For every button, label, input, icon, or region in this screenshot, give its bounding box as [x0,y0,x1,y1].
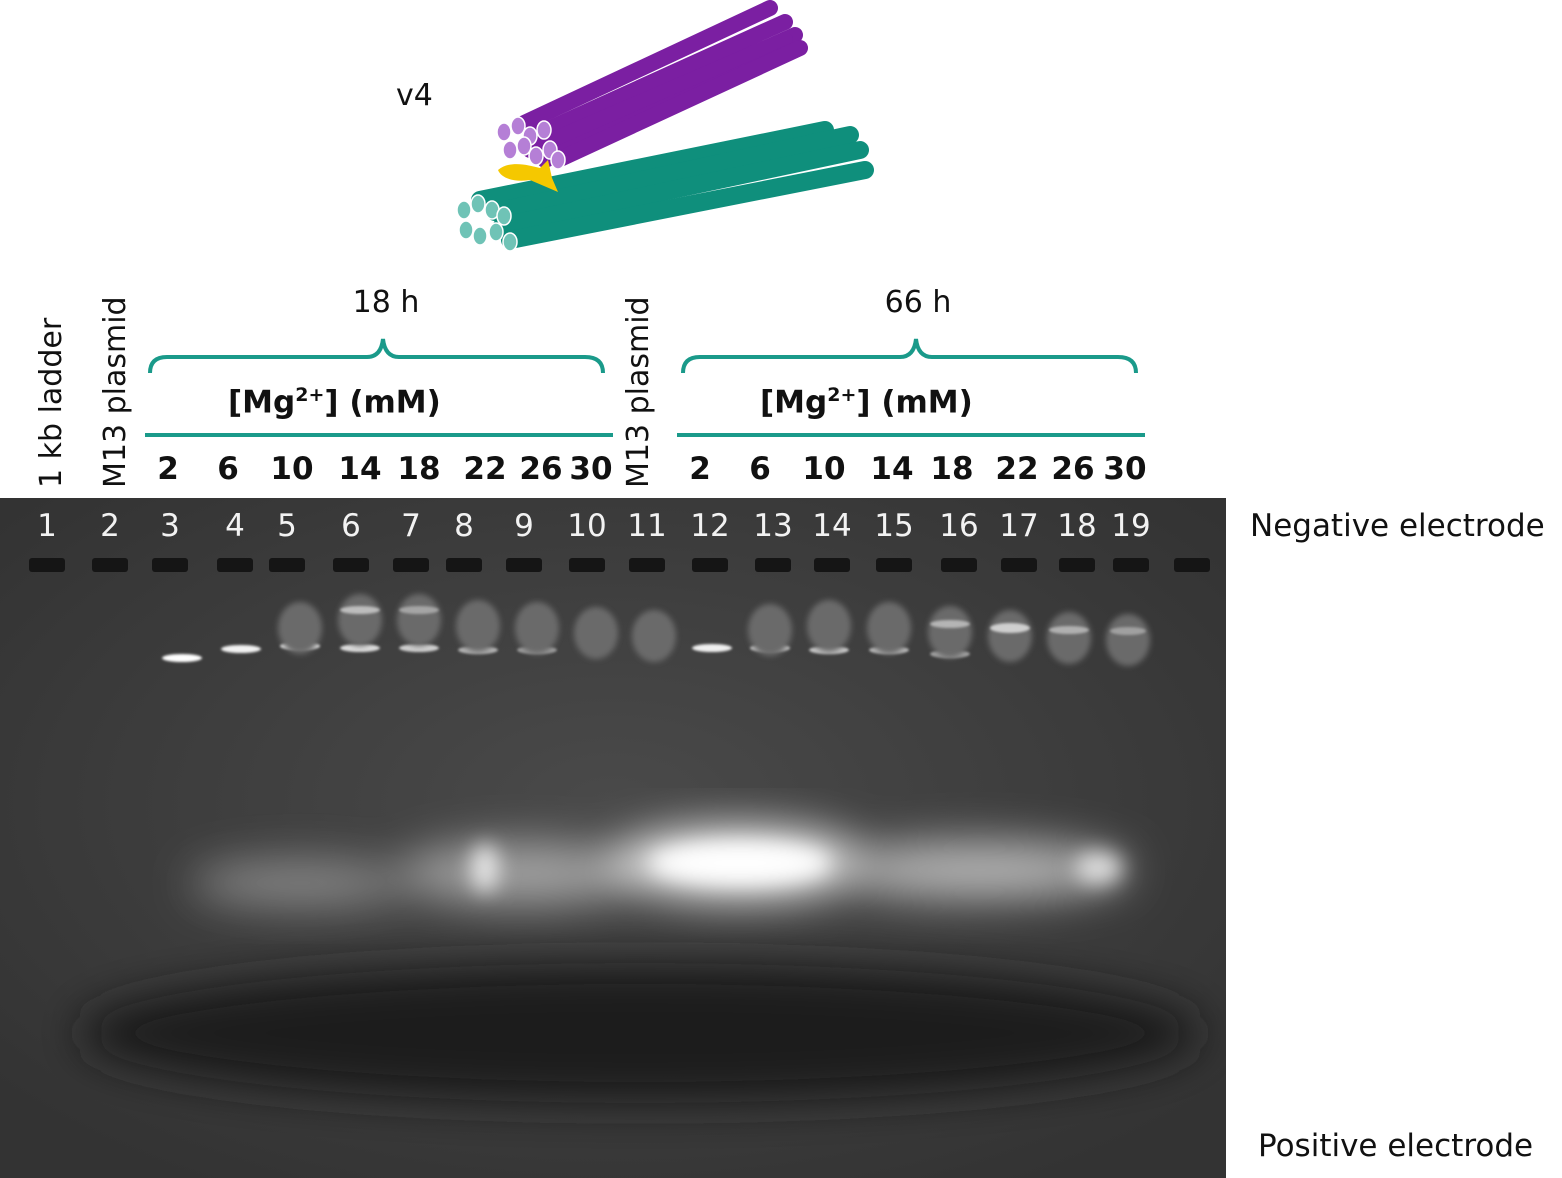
gel-well [755,558,791,572]
gel-well [269,558,305,572]
gel-band [340,644,380,652]
lane-number: 13 [753,508,793,544]
construct-label: v4 [396,78,433,113]
conc-66h-6: 6 [749,451,771,487]
lane-number: 2 [100,508,120,544]
conc-66h-26: 26 [1051,451,1095,487]
gel-well [92,558,128,572]
lane-number: 3 [160,508,180,544]
gel-well [629,558,665,572]
gel-smear [338,594,382,646]
m13-plasmid-label-b: M13 plasmid [621,296,656,488]
positive-electrode-label: Positive electrode [1258,1128,1534,1164]
underline-66h [677,433,1145,437]
gel-smear [632,610,676,662]
conc-18h-18: 18 [397,451,441,487]
gel-smear [1106,614,1150,666]
bracket-18h [148,338,605,374]
lane-number: 19 [1111,508,1151,544]
lane-number: 8 [454,508,474,544]
gel-well [569,558,605,572]
time-label-18h: 18 h [352,285,420,320]
gel-smear [456,600,500,652]
gel-well [29,558,65,572]
conc-66h-30: 30 [1103,451,1147,487]
conc-66h-22: 22 [995,451,1039,487]
gel-well [152,558,188,572]
lane-number: 18 [1057,508,1097,544]
gel-smear [867,602,911,654]
gel-smear [278,602,322,654]
gel-band [399,606,439,614]
conc-18h-26: 26 [519,451,563,487]
gel-well [692,558,728,572]
conc-18h-14: 14 [338,451,382,487]
conc-66h-14: 14 [870,451,914,487]
gel-smear [748,604,792,656]
conc-66h-18: 18 [930,451,974,487]
gel-smear [574,607,618,659]
gel-band [340,606,380,614]
ladder-label: 1 kb ladder [34,317,69,488]
gel-smear [928,606,972,658]
lane-number: 6 [341,508,361,544]
lane-number: 12 [690,508,730,544]
lane-number: 7 [401,508,421,544]
conc-18h-10: 10 [270,451,314,487]
gel-band [692,644,732,652]
lane-number: 9 [514,508,534,544]
conc-18h-22: 22 [463,451,507,487]
gel-well [1001,558,1037,572]
lane-number: 17 [999,508,1039,544]
gel-well [506,558,542,572]
gel-well [1174,558,1210,572]
gel-well [446,558,482,572]
lane-number: 14 [812,508,852,544]
gel-well [1113,558,1149,572]
purple-bundle-icon [496,0,808,170]
teal-bundle-icon [456,121,874,252]
lane-number: 10 [567,508,607,544]
agarose-gel-image [0,498,1226,1178]
gel-band [1110,627,1146,635]
gel-smear [515,602,559,654]
gel-band [162,654,202,662]
gel-well [941,558,977,572]
gel-well [876,558,912,572]
conc-18h-2: 2 [157,451,179,487]
mg-label-18h: [Mg2+] (mM) [228,384,441,421]
lane-number: 1 [37,508,57,544]
gel-band [930,620,970,628]
gel-well [217,558,253,572]
yellow-joint-icon [498,160,558,192]
gel-smear [397,594,441,646]
mg-label-66h: [Mg2+] (mM) [760,384,973,421]
conc-66h-2: 2 [689,451,711,487]
gel-well [393,558,429,572]
lane-number: 11 [627,508,667,544]
gel-well [814,558,850,572]
gel-smear [988,610,1032,662]
underline-18h [145,433,613,437]
gel-band [221,645,261,653]
gel-band [1049,626,1089,634]
time-label-66h: 66 h [884,285,952,320]
gel-band [399,644,439,652]
lane-number: 5 [277,508,297,544]
gel-well [1059,558,1095,572]
lane-number: 16 [939,508,979,544]
dna-origami-bundle-illustration [456,0,874,252]
m13-plasmid-label-a: M13 plasmid [98,296,133,488]
negative-electrode-label: Negative electrode [1250,508,1545,544]
gel-smear [1047,612,1091,664]
gel-band [990,623,1030,633]
bracket-66h [681,338,1138,374]
lane-number: 15 [874,508,914,544]
conc-18h-6: 6 [217,451,239,487]
gel-well [333,558,369,572]
lane-number: 4 [225,508,245,544]
conc-18h-30: 30 [569,451,613,487]
gel-smear [807,600,851,652]
conc-66h-10: 10 [802,451,846,487]
